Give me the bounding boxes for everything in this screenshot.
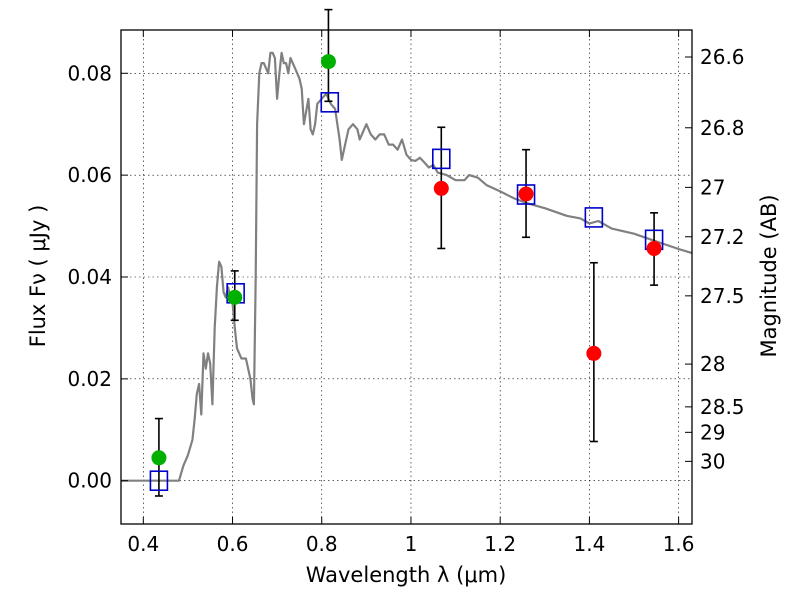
data-marker-square bbox=[149, 470, 169, 492]
y-tick-label: 0.02 bbox=[67, 367, 112, 391]
data-marker-square bbox=[431, 148, 451, 170]
data-marker-circle bbox=[320, 54, 336, 70]
right-tick-label: 27.2 bbox=[700, 225, 745, 249]
right-tick-label: 28.5 bbox=[700, 395, 745, 419]
data-marker-square bbox=[320, 92, 340, 113]
data-marker-layer bbox=[149, 54, 664, 492]
x-tick-label: 1.6 bbox=[663, 532, 695, 556]
grid bbox=[121, 30, 692, 524]
data-marker-circle bbox=[227, 289, 243, 305]
tick-layer: 0.4 0.6 0.8 1 1.2 1.4 1.6 0.00 0.02 0.04 0.06 0.08 2… bbox=[67, 30, 745, 556]
right-tick-label: 27 bbox=[700, 175, 725, 199]
data-marker-circle bbox=[518, 186, 534, 202]
x-tick-label: 0.6 bbox=[217, 532, 249, 556]
data-marker-square bbox=[516, 184, 536, 205]
x-tick-label: 1.4 bbox=[573, 532, 605, 556]
right-tick-label: 26.8 bbox=[700, 116, 745, 140]
x-axis-label: Wavelength λ (μm) bbox=[306, 563, 507, 587]
y-tick-label: 0.00 bbox=[67, 469, 112, 493]
sed-model-curve bbox=[121, 51, 693, 482]
right-tick-label: 26.6 bbox=[700, 45, 745, 69]
y-axis-label: Flux Fν ( μJy ) bbox=[26, 205, 50, 348]
right-tick-label: 30 bbox=[700, 449, 725, 473]
right-tick-label: 28 bbox=[700, 352, 725, 376]
data-marker-square bbox=[584, 207, 604, 228]
right-tick-label: 27.5 bbox=[700, 284, 745, 308]
data-marker-circle bbox=[646, 240, 662, 256]
right-tick-label: 29 bbox=[700, 420, 725, 444]
data-marker-circle bbox=[586, 345, 602, 361]
y-tick-label: 0.06 bbox=[67, 163, 112, 187]
x-tick-label: 1.2 bbox=[484, 532, 516, 556]
data-marker-circle bbox=[433, 180, 449, 196]
x-tick-label: 0.4 bbox=[127, 532, 159, 556]
sed-model-layer bbox=[121, 51, 693, 482]
y-tick-label: 0.08 bbox=[67, 61, 112, 85]
data-marker-circle bbox=[151, 450, 167, 466]
x-tick-label: 1 bbox=[405, 532, 418, 556]
error-bar-layer bbox=[154, 8, 659, 497]
right-axis-label: Magnitude (AB) bbox=[757, 194, 781, 357]
x-tick-label: 0.8 bbox=[306, 532, 338, 556]
y-tick-label: 0.04 bbox=[67, 265, 112, 289]
